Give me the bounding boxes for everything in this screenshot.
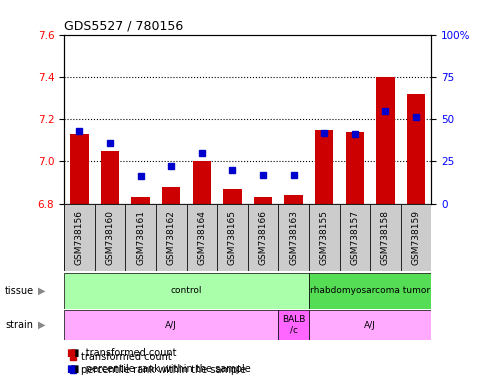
Text: A/J: A/J — [165, 321, 177, 329]
Bar — [125, 204, 156, 271]
Bar — [370, 204, 401, 271]
Bar — [64, 204, 95, 271]
Bar — [346, 132, 364, 204]
Bar — [64, 310, 279, 340]
Text: A/J: A/J — [364, 321, 376, 329]
Bar — [315, 129, 333, 204]
Bar — [193, 161, 211, 204]
Text: rhabdomyosarcoma tumor: rhabdomyosarcoma tumor — [310, 286, 430, 295]
Text: GSM738163: GSM738163 — [289, 210, 298, 265]
Text: GSM738165: GSM738165 — [228, 210, 237, 265]
Bar — [162, 187, 180, 204]
Bar — [186, 204, 217, 271]
Bar — [70, 134, 89, 204]
Text: control: control — [171, 286, 202, 295]
Text: ■: ■ — [67, 364, 76, 374]
Legend: transformed count, percentile rank within the sample: transformed count, percentile rank withi… — [69, 353, 246, 375]
Text: ■: ■ — [67, 348, 76, 358]
Bar — [95, 204, 125, 271]
Text: GSM738166: GSM738166 — [258, 210, 268, 265]
Bar — [340, 204, 370, 271]
Bar — [309, 273, 431, 309]
Bar — [309, 204, 340, 271]
Bar — [284, 195, 303, 204]
Text: BALB
/c: BALB /c — [282, 315, 305, 335]
Text: tissue: tissue — [5, 286, 34, 296]
Bar — [64, 273, 309, 309]
Text: GSM738157: GSM738157 — [351, 210, 359, 265]
Text: GSM738164: GSM738164 — [197, 210, 207, 265]
Bar — [254, 197, 272, 204]
Text: strain: strain — [5, 320, 33, 330]
Text: GSM738159: GSM738159 — [412, 210, 421, 265]
Text: GSM738162: GSM738162 — [167, 210, 176, 265]
Text: GDS5527 / 780156: GDS5527 / 780156 — [64, 19, 183, 32]
Text: GSM738158: GSM738158 — [381, 210, 390, 265]
Bar — [156, 204, 186, 271]
Bar — [376, 77, 394, 204]
Text: GSM738161: GSM738161 — [136, 210, 145, 265]
Text: GSM738156: GSM738156 — [75, 210, 84, 265]
Bar — [217, 204, 247, 271]
Text: GSM738160: GSM738160 — [106, 210, 114, 265]
Text: GSM738155: GSM738155 — [320, 210, 329, 265]
Bar — [279, 204, 309, 271]
Bar — [247, 204, 279, 271]
Text: ▶: ▶ — [38, 320, 46, 330]
Text: ■  transformed count: ■ transformed count — [64, 348, 176, 358]
Text: ▶: ▶ — [38, 286, 46, 296]
Bar — [407, 94, 425, 204]
Bar — [401, 204, 431, 271]
Bar — [309, 310, 431, 340]
Bar — [223, 189, 242, 204]
Bar — [101, 151, 119, 204]
Bar — [132, 197, 150, 204]
Bar — [279, 310, 309, 340]
Text: ■  percentile rank within the sample: ■ percentile rank within the sample — [64, 364, 251, 374]
